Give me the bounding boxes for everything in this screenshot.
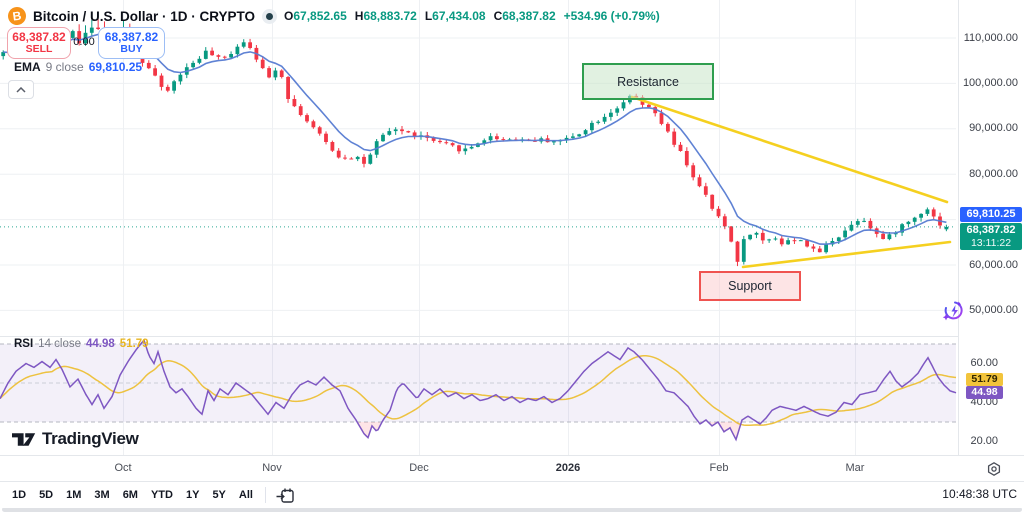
spread-value: 0.00 [73, 36, 95, 48]
price-axis-label: 60,000.00 [969, 259, 1018, 271]
price-axis-label: 90,000.00 [969, 122, 1018, 134]
resistance-annotation[interactable]: Resistance [582, 63, 714, 100]
time-axis-label-dec: Dec [409, 462, 429, 474]
ema-line[interactable] [3, 33, 947, 246]
rsi-ma-line[interactable] [0, 355, 957, 427]
support-label: Support [728, 279, 772, 293]
rsi-ma-badge: 51.79 [966, 373, 1003, 386]
range-selector: 1D 5D 1M 3M 6M YTD 1Y 5Y All [0, 489, 253, 501]
open-value: 67,852.65 [293, 9, 347, 23]
price-axis-label: 80,000.00 [969, 168, 1018, 180]
sell-button[interactable]: 68,387.82 SELL [7, 27, 71, 59]
rsi-axis-label: 20.00 [970, 435, 998, 447]
bar-countdown: 13:11:22 [970, 236, 1012, 249]
time-axis-label-feb: Feb [709, 462, 729, 474]
main-chart-canvas[interactable] [0, 0, 1024, 336]
range-button-5y[interactable]: 5Y [212, 489, 226, 501]
high-label: H [354, 9, 364, 23]
buy-label: BUY [120, 42, 143, 55]
price-axis-label: 50,000.00 [969, 304, 1018, 316]
market-status-dot [266, 12, 274, 20]
time-axis[interactable]: Oct Nov Dec 2026 Feb Mar [0, 455, 1024, 482]
range-button-1m[interactable]: 1M [66, 489, 82, 501]
last-price-value: 68,387.82 [966, 224, 1016, 236]
change-value: +534.96 (+0.79%) [563, 9, 660, 23]
tradingview-logo-icon [12, 432, 36, 446]
last-price-badge: 68,387.82 13:11:22 [960, 223, 1022, 250]
close-label: C [493, 9, 503, 23]
time-axis-label-mar: Mar [845, 462, 865, 474]
ema-price-badge: 69,810.25 [960, 207, 1022, 222]
range-button-1y[interactable]: 1Y [185, 489, 200, 501]
toolbar-divider [264, 487, 266, 503]
bottom-toolbar: 1D 5D 1M 3M 6M YTD 1Y 5Y All 10:48:38 UTC [0, 481, 1024, 508]
tradingview-logo[interactable]: TradingView [12, 429, 139, 449]
ohlc-readout: O67,852.65 H68,883.72 L67,434.08 C68,387… [284, 9, 660, 23]
ema-name: EMA [14, 60, 41, 74]
market-status-icon[interactable] [262, 8, 278, 24]
main-grid [0, 0, 956, 336]
ema-legend[interactable]: EMA 9 close 69,810.25 [14, 60, 142, 74]
go-to-date-button[interactable] [276, 487, 295, 504]
flash-boost-icon[interactable] [942, 299, 966, 323]
buy-price: 68,387.82 [104, 30, 159, 45]
rsi-oversold-fill [720, 422, 740, 440]
symbol-legend: B Bitcoin / U.S. Dollar · 1D · CRYPTO O6… [6, 5, 660, 27]
range-button-5d[interactable]: 5D [39, 489, 54, 501]
time-axis-label-2026: 2026 [555, 462, 581, 474]
range-button-1d[interactable]: 1D [12, 489, 27, 501]
range-button-3m[interactable]: 3M [94, 489, 110, 501]
tradingview-logo-text: TradingView [42, 429, 139, 448]
buy-button[interactable]: 68,387.82 BUY [98, 27, 165, 59]
clock-utc[interactable]: 10:48:38 UTC [942, 487, 1017, 501]
price-axis-label: 110,000.00 [963, 32, 1018, 44]
time-axis-settings-gear-icon[interactable] [986, 461, 1002, 477]
calendar-icon [276, 488, 294, 503]
chevron-up-icon [16, 86, 26, 93]
rsi-name: RSI [14, 338, 34, 350]
rsi-params: 14 close [38, 338, 82, 350]
pane-divider[interactable] [0, 336, 1024, 337]
high-value: 68,883.72 [363, 9, 417, 23]
bottom-scroll-strip[interactable] [2, 507, 1022, 512]
range-button-ytd[interactable]: YTD [150, 489, 173, 501]
rsi-line[interactable] [0, 338, 957, 442]
rsi-axis-label: 40.00 [970, 396, 998, 408]
support-annotation[interactable]: Support [699, 271, 801, 301]
rsi-value-badge: 44.98 [966, 386, 1003, 399]
time-axis-label-nov: Nov [262, 462, 282, 474]
resistance-trendline[interactable] [630, 95, 949, 204]
rsi-pane-canvas[interactable] [0, 336, 1024, 455]
bitcoin-logo-icon: B [6, 5, 28, 27]
sell-label: SELL [25, 42, 53, 55]
rsi-axis-label: 60.00 [970, 357, 998, 369]
sell-price: 68,387.82 [12, 30, 66, 45]
rsi-value: 44.98 [86, 338, 115, 350]
low-value: 67,434.08 [432, 9, 486, 23]
rsi-ma-value: 51.79 [119, 338, 149, 350]
ema-value: 69,810.25 [88, 60, 143, 74]
close-value: 68,387.82 [502, 9, 556, 23]
range-button-6m[interactable]: 6M [122, 489, 138, 501]
low-label: L [424, 9, 433, 23]
support-trendline[interactable] [741, 240, 952, 269]
price-axis-label: 100,000.00 [962, 77, 1018, 89]
range-button-all[interactable]: All [238, 489, 253, 501]
rsi-legend[interactable]: RSI 14 close 44.98 51.79 [14, 338, 149, 350]
ema-params: 9 close [45, 60, 84, 74]
resistance-label: Resistance [617, 74, 679, 89]
rsi-oversold-fill [358, 422, 380, 438]
time-axis-label-oct: Oct [114, 462, 132, 474]
collapse-legend-button[interactable] [8, 80, 34, 99]
open-label: O [284, 9, 294, 23]
symbol-title[interactable]: Bitcoin / U.S. Dollar · 1D · CRYPTO [33, 8, 256, 24]
